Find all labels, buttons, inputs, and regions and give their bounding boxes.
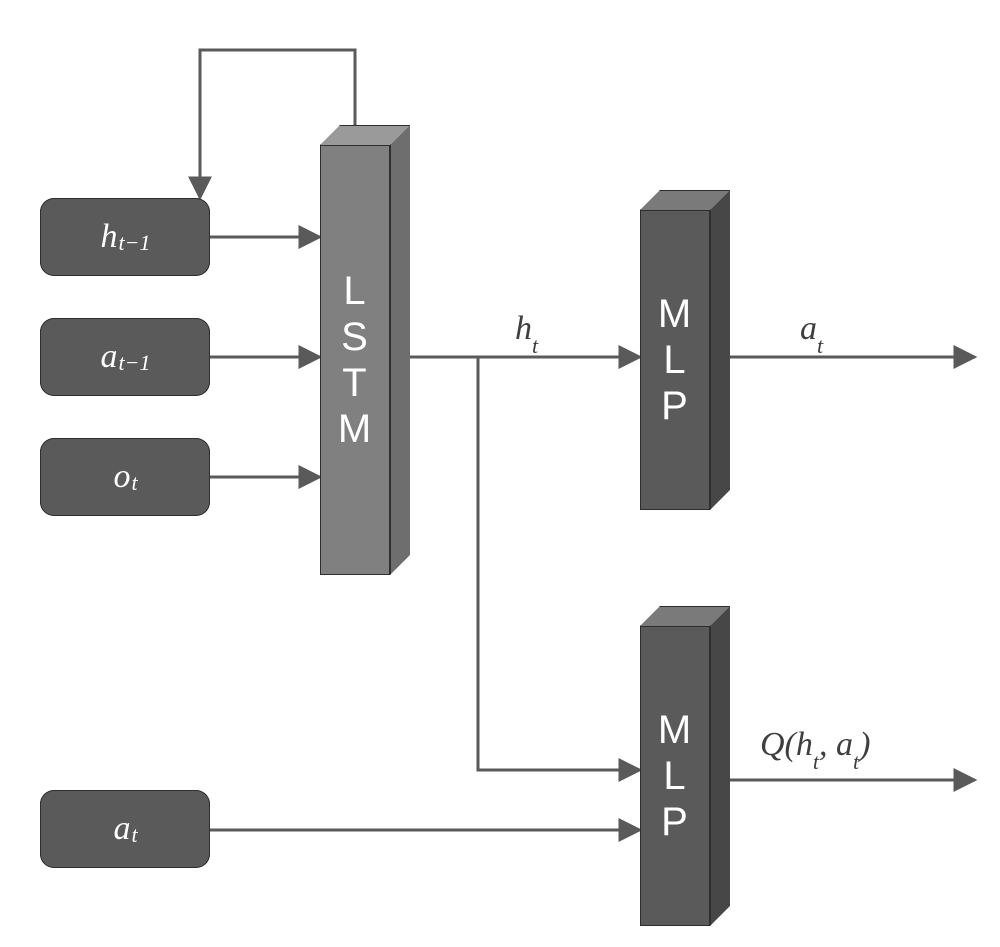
mlp-critic-block: MLP xyxy=(640,626,710,926)
edge-label-q: Q(ht, at) xyxy=(760,726,870,769)
mlp2-front-face: MLP xyxy=(640,626,710,926)
lstm-block: LSTM xyxy=(320,145,390,575)
input-h-t-minus-1: ht−1 xyxy=(40,198,210,276)
mlp2-right-face xyxy=(710,606,732,928)
mlp-actor-block: MLP xyxy=(640,210,710,510)
lstm-right-face xyxy=(390,125,412,577)
input-a-t-minus-1: at−1 xyxy=(40,318,210,396)
mlp1-right-face xyxy=(710,190,732,512)
mlp1-front-face: MLP xyxy=(640,210,710,510)
lstm-front-face: LSTM xyxy=(320,145,390,575)
edge-label-h-t: ht xyxy=(515,310,538,353)
input-o-t: ot xyxy=(40,438,210,516)
edge-lstm_to_mlp2 xyxy=(478,357,640,770)
input-a-t: at xyxy=(40,790,210,868)
edge-label-a-t: at xyxy=(800,310,823,353)
diagram-stage: ht−1 at−1 ot at LSTM MLP MLP ht at Q(ht,… xyxy=(0,0,1000,947)
